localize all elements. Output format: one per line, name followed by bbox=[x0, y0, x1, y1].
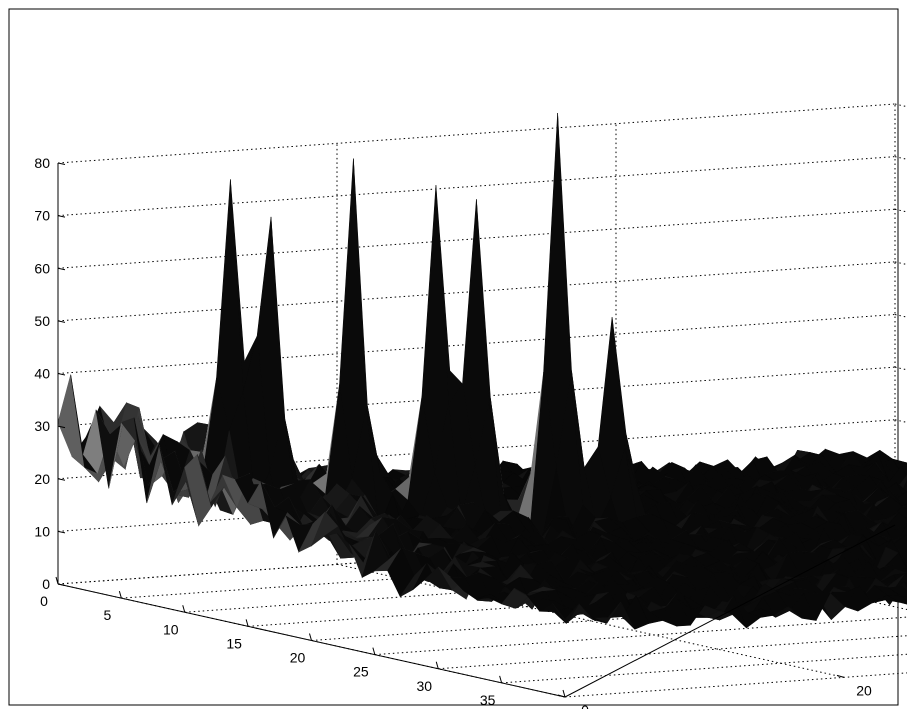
x-tick-mark bbox=[182, 605, 186, 613]
z-tick-mark bbox=[57, 320, 66, 323]
x-tick-label: 0 bbox=[40, 593, 48, 609]
x-tick-label: 35 bbox=[480, 692, 496, 708]
gridline-x-floor bbox=[501, 653, 907, 684]
surface-layer bbox=[57, 112, 907, 630]
z-tick-label: 70 bbox=[34, 208, 50, 224]
z-tick-label: 60 bbox=[34, 260, 50, 276]
z-tick-mark bbox=[57, 162, 66, 165]
x-tick-label: 15 bbox=[226, 635, 242, 651]
z-tick-label: 20 bbox=[34, 471, 50, 487]
surface-patch bbox=[552, 602, 580, 624]
y-tick-label: 20 bbox=[856, 682, 872, 698]
z-tick-mark bbox=[57, 583, 66, 586]
x-tick-mark bbox=[499, 675, 503, 684]
gridline-y-floor bbox=[336, 563, 845, 678]
x-tick-mark bbox=[118, 590, 122, 599]
x-tick-mark bbox=[55, 576, 59, 585]
y-axis-line bbox=[564, 524, 896, 698]
gridline-x-floor bbox=[564, 672, 907, 698]
z-tick-mark bbox=[57, 267, 66, 271]
z-tick-mark bbox=[57, 373, 66, 376]
x-tick-mark bbox=[435, 661, 439, 669]
x-tick-mark bbox=[562, 689, 566, 698]
z-tick-label: 10 bbox=[34, 523, 50, 539]
x-tick-mark bbox=[309, 633, 312, 641]
z-tick-mark bbox=[57, 215, 66, 218]
z-tick-label: 40 bbox=[34, 366, 50, 382]
z-tick-label: 80 bbox=[34, 155, 50, 171]
x-tick-label: 40 bbox=[543, 706, 559, 709]
gridline-z-left-wall bbox=[57, 156, 896, 217]
z-tick-mark bbox=[57, 530, 66, 534]
x-tick-mark bbox=[245, 619, 249, 627]
z-tick-mark bbox=[57, 425, 66, 429]
x-tick-label: 5 bbox=[103, 607, 111, 623]
gridline-z-left-wall bbox=[57, 103, 896, 164]
x-tick-label: 20 bbox=[290, 650, 306, 666]
gridline-x-floor bbox=[438, 635, 907, 670]
surface-patch bbox=[902, 503, 907, 507]
tick-layer: 0102030405060708005101520253035400204060 bbox=[34, 155, 872, 709]
x-tick-mark bbox=[372, 647, 376, 655]
surface-patch bbox=[900, 549, 907, 565]
x-tick-label: 25 bbox=[353, 664, 369, 680]
gridline-x-floor bbox=[374, 616, 907, 656]
axis-layer bbox=[55, 162, 896, 698]
z-tick-label: 0 bbox=[42, 576, 50, 592]
y-tick-mark bbox=[557, 694, 566, 698]
z-tick-mark bbox=[57, 478, 66, 481]
x-tick-label: 30 bbox=[416, 678, 432, 694]
z-tick-label: 50 bbox=[34, 313, 50, 329]
z-tick-label: 30 bbox=[34, 418, 50, 434]
y-tick-label: 0 bbox=[581, 702, 589, 709]
x-tick-label: 10 bbox=[163, 621, 179, 637]
y-tick-mark bbox=[836, 674, 845, 678]
